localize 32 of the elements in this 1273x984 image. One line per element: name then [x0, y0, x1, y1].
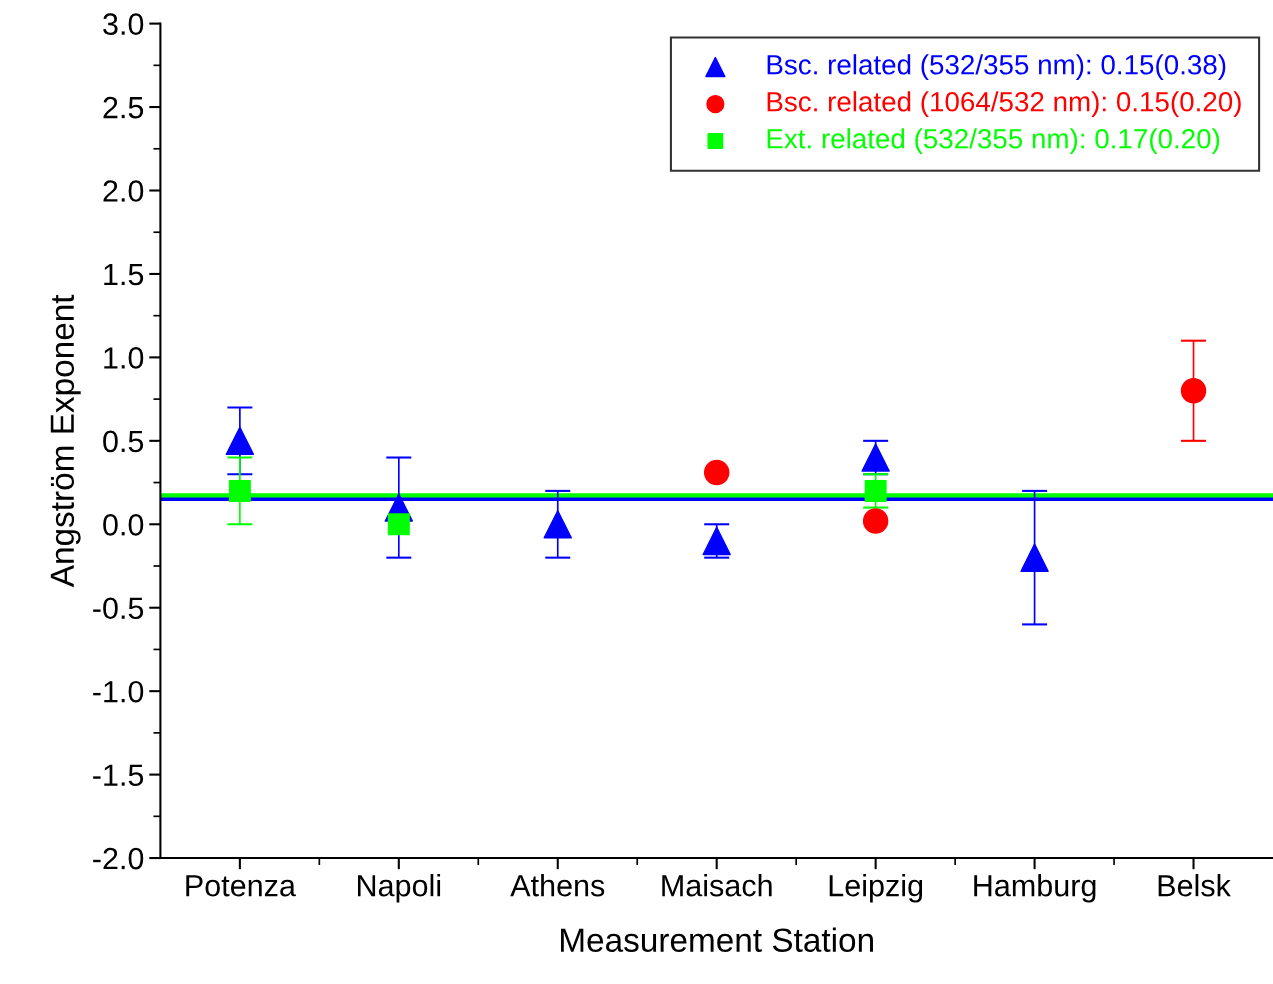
- legend-label: Bsc. related (532/355 nm): 0.15(0.38): [767, 54, 1226, 81]
- point: [543, 510, 572, 539]
- legend-label: Ext. related (532/355 nm): 0.17(0.20): [767, 128, 1220, 155]
- y-tick-label: -1.5: [93, 764, 144, 786]
- point: [864, 479, 887, 502]
- x-tick-label: Athens: [510, 874, 605, 897]
- x-tick-label: Hamburg: [974, 874, 1096, 903]
- x-tick-label: Napoli: [358, 874, 441, 903]
- x-tick-label: Potenza: [186, 875, 296, 897]
- y-tick-label: 2.0: [103, 180, 144, 202]
- point: [703, 459, 730, 486]
- point: [862, 508, 889, 534]
- x-tick-label: Maisach: [662, 874, 772, 897]
- y-tick-label: 3.0: [103, 13, 144, 35]
- point: [1020, 543, 1049, 572]
- point: [387, 513, 410, 536]
- x-tick-label: Leipzig: [829, 874, 923, 903]
- x-tick-label: Belsk: [1158, 874, 1231, 897]
- x-axis-title: Measurement Station: [561, 927, 873, 952]
- point: [1180, 378, 1207, 404]
- y-tick-label: 1.5: [104, 264, 144, 286]
- legend-label: Bsc. related (1064/532 nm): 0.15(0.20): [767, 91, 1241, 118]
- y-tick-label: 1.0: [104, 347, 144, 369]
- y-tick-label: -2.0: [93, 847, 144, 870]
- y-axis-title: Angström Exponent: [50, 294, 81, 588]
- y-tick-label: 0.0: [103, 514, 144, 536]
- y-tick-label: -0.5: [93, 597, 144, 620]
- y-tick-label: -1.0: [93, 680, 144, 703]
- y-tick-label: 2.5: [103, 96, 144, 119]
- point: [225, 426, 255, 456]
- point: [228, 479, 251, 502]
- y-tick-label: 0.5: [103, 430, 144, 453]
